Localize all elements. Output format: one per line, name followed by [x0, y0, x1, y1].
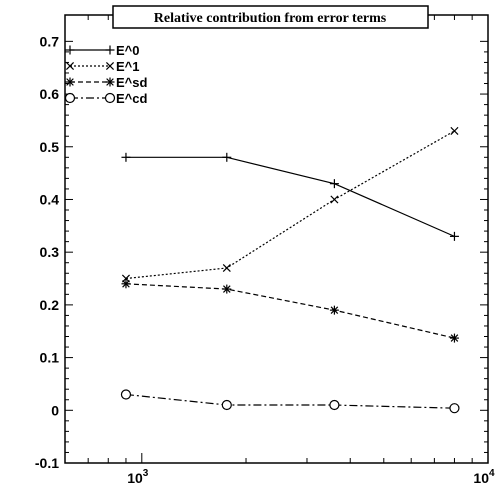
legend-marker-right-2: [105, 77, 115, 87]
x-tick-label: 103: [127, 468, 149, 486]
data-point-2-1: [222, 284, 232, 294]
series-line-2: [125, 283, 455, 339]
y-tick-label: 0.5: [40, 139, 60, 155]
data-point-3-2: [329, 399, 340, 411]
data-point-1-3: [450, 126, 459, 135]
legend-marker-right-1: [105, 61, 115, 71]
legend-label-3: E^cd: [116, 91, 147, 106]
y-tick-label: 0.2: [40, 297, 60, 313]
data-point-2-0: [121, 279, 131, 289]
data-point-0-3: [449, 231, 459, 241]
y-tick-label: 0.4: [40, 191, 60, 207]
legend-label-2: E^sd: [116, 75, 147, 90]
data-point-1-2: [330, 195, 339, 204]
data-point-2-2: [329, 305, 339, 315]
data-point-3-3: [449, 403, 460, 414]
y-tick-label: 0.3: [40, 244, 60, 260]
legend-marker-left-2: [65, 77, 75, 87]
y-tick-label: 0.1: [40, 350, 60, 366]
y-tick-label: 0.6: [40, 86, 60, 102]
data-point-0-1: [222, 152, 232, 162]
chart-title: Relative contribution from error terms: [154, 11, 387, 26]
series-line-0: [125, 156, 455, 237]
series-line-3: [125, 393, 455, 409]
y-tick-label: -0.1: [35, 455, 59, 471]
series-line-1: [125, 130, 455, 280]
legend-marker-left-3: [64, 92, 76, 104]
legend-marker-right-0: [105, 45, 115, 55]
legend-marker-right-3: [104, 92, 116, 104]
legend-label-1: E^1: [116, 59, 140, 74]
x-tick-label: 104: [473, 468, 495, 486]
data-point-3-1: [221, 399, 232, 411]
data-point-1-1: [222, 263, 231, 273]
data-point-0-0: [121, 152, 131, 162]
chart-title-box: Relative contribution from error terms: [112, 5, 429, 29]
legend-marker-left-1: [65, 61, 75, 71]
legend-label-0: E^0: [116, 43, 140, 58]
data-point-3-0: [120, 389, 132, 400]
data-point-0-2: [329, 179, 339, 189]
y-tick-label: 0: [51, 402, 59, 418]
legend-marker-left-0: [65, 45, 75, 55]
data-point-2-3: [449, 333, 459, 343]
y-tick-label: 0.7: [40, 33, 60, 49]
